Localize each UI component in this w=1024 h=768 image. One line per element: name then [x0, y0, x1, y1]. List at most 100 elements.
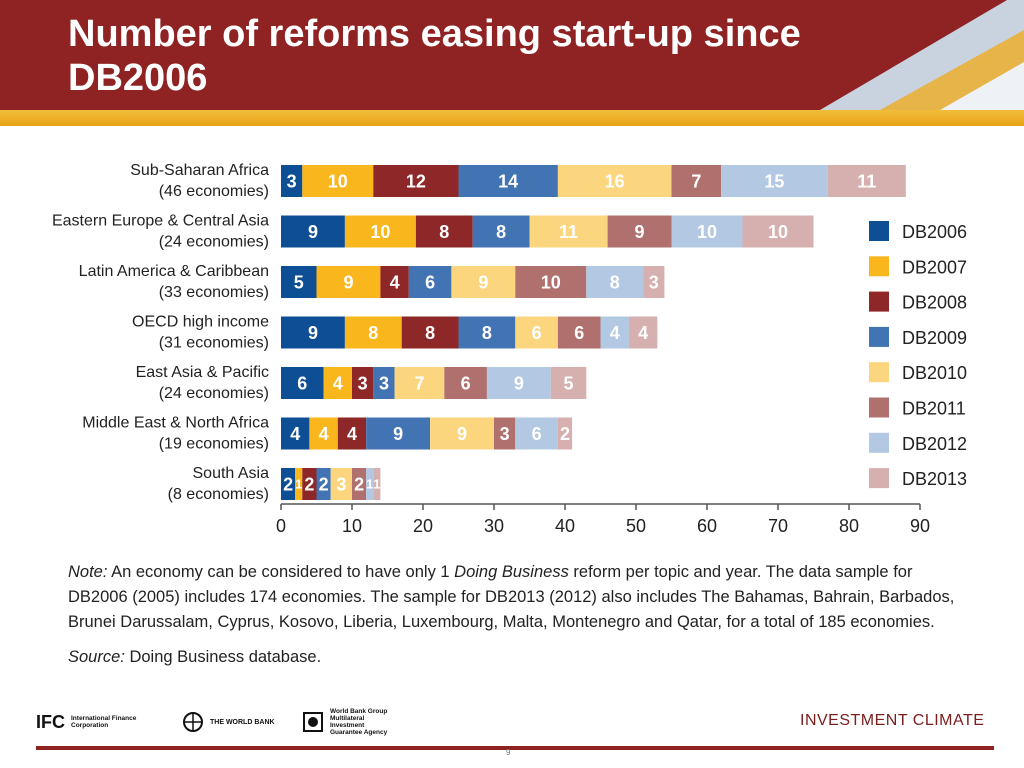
slide-number: 9	[506, 748, 511, 757]
bar-segment	[430, 417, 494, 450]
category-sublabel: (31 economies)	[159, 335, 269, 352]
data-label: 6	[532, 323, 542, 343]
bar-segment	[671, 165, 722, 197]
bar-segment	[742, 215, 814, 248]
bar-segment	[373, 468, 381, 500]
data-label: 4	[319, 424, 329, 444]
data-label: 5	[564, 373, 574, 393]
data-label: 8	[368, 323, 378, 343]
data-label: 9	[393, 424, 403, 444]
note-text-1: An economy can be considered to have onl…	[107, 563, 455, 581]
x-tick-label: 90	[910, 516, 930, 536]
bar-segment	[344, 316, 402, 349]
data-label: 10	[768, 222, 788, 242]
legend-label: DB2009	[902, 328, 967, 348]
legend-swatch	[869, 256, 889, 277]
footer-rule	[36, 746, 994, 750]
world-bank-text: THE WORLD BANK	[210, 718, 275, 726]
x-tick-label: 60	[697, 516, 717, 536]
bar-segment	[366, 468, 374, 500]
bar-segment	[295, 468, 303, 500]
source-text: database.	[244, 648, 322, 666]
data-label: 6	[574, 323, 584, 343]
data-label: 7	[414, 373, 424, 393]
data-label: 11	[559, 222, 578, 242]
legend-label: DB2007	[902, 257, 967, 277]
bar-segment	[586, 266, 644, 298]
data-label: 4	[347, 424, 357, 444]
legend-swatch	[869, 291, 889, 312]
data-label: 1	[373, 477, 380, 492]
bar-segment	[408, 266, 452, 298]
bar-segment	[281, 215, 345, 248]
bar-segment	[337, 417, 367, 450]
bar-segment	[281, 417, 310, 450]
data-label: 11	[857, 171, 876, 191]
note-text-2: reform per topic and year. The data samp…	[68, 563, 955, 631]
x-tick-label: 0	[276, 516, 286, 536]
bar-segment	[529, 215, 608, 248]
data-label: 4	[290, 424, 300, 444]
bar-segment	[281, 316, 345, 349]
legend-swatch	[869, 432, 889, 453]
bar-segment	[486, 367, 551, 399]
bar-segment	[281, 367, 324, 399]
bar-segment	[352, 367, 374, 399]
bar-segment	[550, 367, 587, 399]
legend-label: DB2012	[902, 434, 967, 454]
legend-label: DB2010	[902, 363, 967, 383]
data-label: 4	[390, 272, 400, 292]
header-wave-white	[940, 62, 1024, 110]
stacked-bar-chart: Sub-Saharan Africa(46 economies)3 10 12 14 1…	[52, 162, 967, 536]
bar-segment	[444, 367, 487, 399]
header-bar	[0, 0, 1024, 110]
bar-segment	[352, 468, 367, 500]
bar-segment	[515, 266, 587, 298]
bar-segment	[394, 367, 445, 399]
category-label: Eastern Europe & Central Asia	[52, 213, 269, 230]
legend-label: DB2011	[902, 399, 966, 419]
legend-label: DB2013	[902, 469, 967, 489]
header-stripe	[0, 110, 1024, 124]
ifc-logo-mark: IFC	[36, 711, 65, 732]
bar-segment	[344, 215, 416, 248]
data-label: 10	[541, 272, 561, 292]
data-label: 6	[532, 424, 542, 444]
data-label: 2	[354, 474, 364, 494]
bar-segment	[643, 266, 665, 298]
x-tick-label: 70	[768, 516, 788, 536]
data-label: 6	[461, 373, 471, 393]
data-label: 3	[358, 373, 368, 393]
category-sublabel: (46 economies)	[159, 183, 269, 200]
world-bank-logo: THE WORLD BANK	[182, 708, 290, 736]
data-label: 1	[366, 477, 373, 492]
bar-segment	[458, 165, 558, 197]
x-tick-label: 10	[342, 516, 362, 536]
source-paragraph: Source: Doing Business database.	[68, 645, 968, 670]
category-sublabel: (24 economies)	[159, 234, 269, 251]
data-label: 4	[610, 323, 620, 343]
miga-text: World Bank Group Multilateral Investment…	[330, 708, 388, 736]
bar-segment	[721, 165, 828, 197]
data-label: 2	[304, 474, 314, 494]
bar-segment	[309, 417, 338, 450]
bar-segment	[557, 417, 573, 450]
bar-segment	[415, 215, 473, 248]
bar-segment	[557, 316, 601, 349]
legend-swatch	[869, 221, 889, 241]
header-decoration	[820, 0, 1024, 110]
data-label: 2	[283, 474, 293, 494]
legend-label: DB2006	[902, 222, 967, 242]
bar-segment	[281, 266, 317, 298]
data-label: 1	[295, 477, 302, 492]
note-italic-term: Doing Business	[454, 563, 569, 581]
bar-segment	[380, 266, 409, 298]
category-label: Sub-Saharan Africa	[130, 162, 269, 179]
bar-segment	[472, 215, 530, 248]
bar-segment	[323, 367, 352, 399]
chart-note: Note: An economy can be considered to ha…	[68, 560, 968, 680]
data-label: 12	[406, 171, 426, 191]
bar-segment	[373, 367, 395, 399]
data-label: 2	[319, 474, 329, 494]
data-label: 9	[514, 373, 524, 393]
